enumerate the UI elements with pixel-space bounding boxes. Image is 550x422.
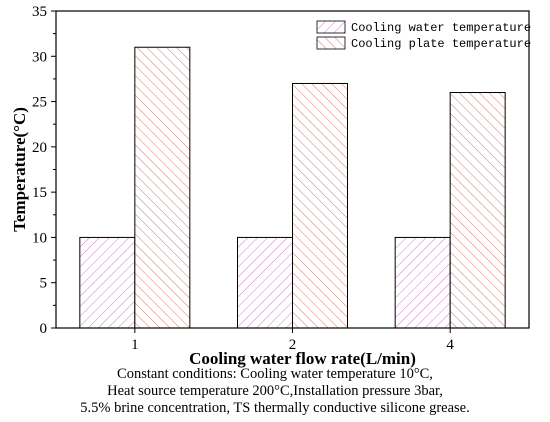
x-tick-label-4: 4	[446, 337, 454, 353]
caption-line-3: 5.5% brine concentration, TS thermally c…	[80, 400, 470, 416]
y-axis-title: Temperature(°C)	[10, 107, 29, 232]
y-tick-label-20: 20	[32, 140, 47, 156]
bar-plate-2	[292, 82, 348, 329]
y-tick-label-35: 35	[32, 4, 47, 20]
y-tick-label-5: 5	[40, 276, 48, 292]
legend-swatch-plate	[316, 36, 346, 50]
bar-water-2	[237, 236, 293, 329]
bar-plate-1	[134, 46, 191, 329]
x-tick-label-1: 1	[131, 337, 139, 353]
x-axis-title: Cooling water flow rate(L/min)	[189, 349, 416, 368]
bar-water-1	[79, 236, 136, 329]
bar-water-4	[394, 236, 451, 329]
legend-label-plate: Cooling plate temperature	[351, 37, 531, 51]
bars-layer	[79, 46, 506, 329]
legend-swatch-water	[316, 20, 346, 34]
legend-label-water: Cooling water temperature	[351, 21, 531, 35]
caption-line-2: Heat source temperature 200°C,Installati…	[107, 383, 443, 399]
y-tick-label-25: 25	[32, 95, 47, 111]
bar-plate-4	[449, 92, 506, 329]
chart-caption: Constant conditions: Cooling water tempe…	[0, 366, 550, 417]
axes-layer: 1 2 4 0 5 10 15 20 25 30 35 Cooling water flow rate…	[10, 4, 530, 368]
x-tick-label-2: 2	[289, 337, 297, 353]
y-tick-label-15: 15	[32, 185, 47, 201]
legend: Cooling water temperature Cooling plate t…	[316, 20, 531, 51]
y-tick-label-0: 0	[40, 321, 48, 337]
caption-line-1: Constant conditions: Cooling water tempe…	[117, 366, 433, 382]
y-tick-label-10: 10	[32, 230, 47, 246]
y-tick-label-30: 30	[32, 49, 47, 65]
